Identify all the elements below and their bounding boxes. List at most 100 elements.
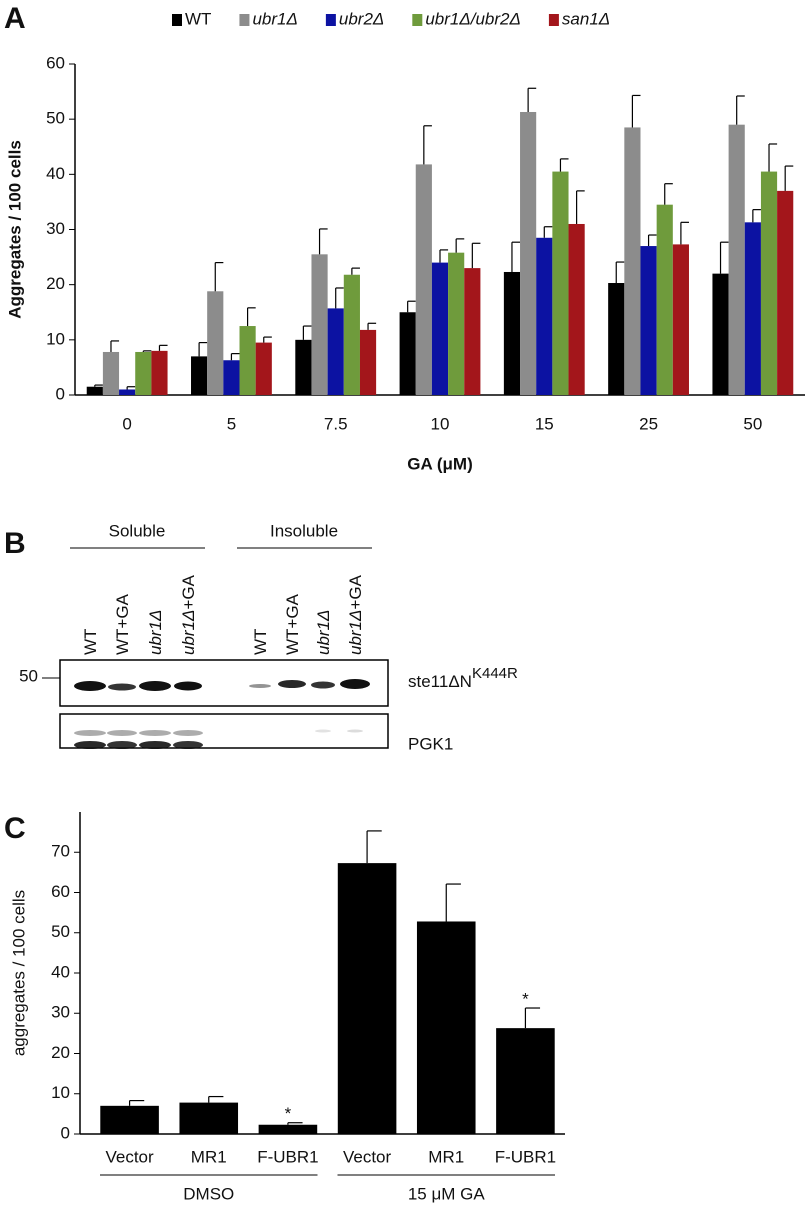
band-label: PGK1	[408, 734, 453, 753]
bar	[777, 190, 794, 395]
bar	[151, 350, 168, 395]
legend-label: ubr1Δ/ubr2Δ	[425, 9, 521, 28]
y-axis-title: Aggregates / 100 cells	[5, 140, 24, 319]
bar	[359, 329, 377, 395]
y-tick-label: 10	[46, 329, 65, 348]
band	[311, 681, 335, 689]
bar	[337, 863, 397, 1134]
band	[249, 684, 271, 688]
bar	[191, 356, 208, 395]
lane-label: ubr1Δ	[146, 610, 165, 655]
lane-strain: ubr1Δ	[179, 610, 198, 655]
band	[107, 730, 137, 736]
legend-swatch	[548, 14, 559, 26]
bar	[207, 291, 224, 395]
legend-label: ubr1Δ	[252, 9, 297, 28]
bar	[135, 351, 152, 395]
band	[340, 679, 370, 689]
x-tick-label: 5	[227, 414, 236, 433]
y-tick-label: 10	[51, 1083, 70, 1102]
y-tick-label: 20	[51, 1043, 70, 1062]
bar	[311, 254, 328, 395]
legend-label: WT	[185, 9, 211, 28]
band	[74, 681, 106, 691]
band	[139, 730, 171, 736]
bar	[608, 283, 625, 395]
lane-strain: ubr1Δ	[346, 610, 365, 655]
bar	[223, 360, 240, 395]
band	[347, 729, 363, 733]
bar	[431, 262, 449, 395]
fraction-label: Insoluble	[270, 521, 338, 540]
bar	[343, 274, 360, 395]
bar	[179, 1102, 239, 1134]
lane-label: ubr1Δ+GA	[179, 574, 198, 655]
lane-label: WT+GA	[113, 593, 132, 655]
x-tick-label: 7.5	[324, 414, 348, 433]
marker-label: 50	[19, 666, 38, 685]
x-tick-label: F-UBR1	[257, 1147, 318, 1166]
fraction-label: Soluble	[109, 521, 166, 540]
significance-mark: *	[285, 1104, 292, 1123]
bar	[656, 204, 673, 395]
bar	[102, 351, 120, 395]
y-tick-label: 70	[51, 842, 70, 861]
y-tick-label: 60	[46, 53, 65, 72]
bar	[464, 268, 481, 395]
blot-frame	[59, 713, 389, 749]
legend-swatch	[172, 14, 182, 26]
y-axis-title: aggregates / 100 cells	[9, 890, 28, 1056]
lane-strain: WT	[113, 629, 132, 655]
x-tick-label: 50	[743, 414, 762, 433]
bar	[86, 386, 103, 395]
blot: Soluble Insoluble 50 ste11Δ	[19, 521, 518, 753]
lane-strain: WT	[283, 629, 302, 655]
band	[278, 680, 306, 688]
band	[139, 681, 171, 691]
band	[315, 729, 331, 733]
x-tick-label: F-UBR1	[495, 1147, 556, 1166]
legend-swatch	[239, 14, 250, 26]
lane-label: WT	[251, 629, 270, 655]
x-tick-label: MR1	[191, 1147, 227, 1166]
lane-treatment: +GA	[113, 593, 132, 628]
band-label: ste11ΔNK444R	[408, 665, 518, 692]
y-tick-label: 0	[56, 384, 65, 403]
lane-strain: WT	[251, 629, 270, 655]
bar	[712, 273, 729, 395]
bar	[496, 1028, 555, 1134]
bar	[503, 271, 521, 395]
legend-label: ubr2Δ	[339, 9, 384, 28]
x-tick-label: Vector	[343, 1147, 392, 1166]
legend-swatch	[325, 14, 336, 26]
y-tick-label: 20	[46, 274, 65, 293]
y-tick-label: 30	[46, 219, 65, 238]
band	[108, 683, 136, 691]
lane-strain: WT	[81, 629, 100, 655]
y-tick-label: 0	[61, 1123, 70, 1142]
bar	[295, 339, 312, 395]
blot-frame	[59, 659, 389, 707]
lane-treatment: +GA	[346, 574, 365, 609]
y-tick-label: 50	[46, 109, 65, 128]
bar	[552, 171, 569, 395]
bar	[239, 326, 256, 395]
panel-label: A	[4, 2, 26, 35]
band	[107, 741, 137, 749]
bar	[448, 252, 465, 395]
bar	[520, 111, 537, 396]
lane-strain: ubr1Δ	[314, 610, 333, 655]
band	[74, 730, 106, 736]
x-tick-label: 0	[122, 414, 131, 433]
bar	[258, 1124, 318, 1134]
x-tick-label: Vector	[105, 1147, 154, 1166]
bar	[119, 389, 136, 395]
lane-label: WT	[81, 629, 100, 655]
band	[174, 681, 202, 691]
band	[74, 741, 106, 749]
bands	[74, 679, 370, 749]
y-tick-label: 40	[51, 962, 70, 981]
bar	[536, 237, 553, 395]
